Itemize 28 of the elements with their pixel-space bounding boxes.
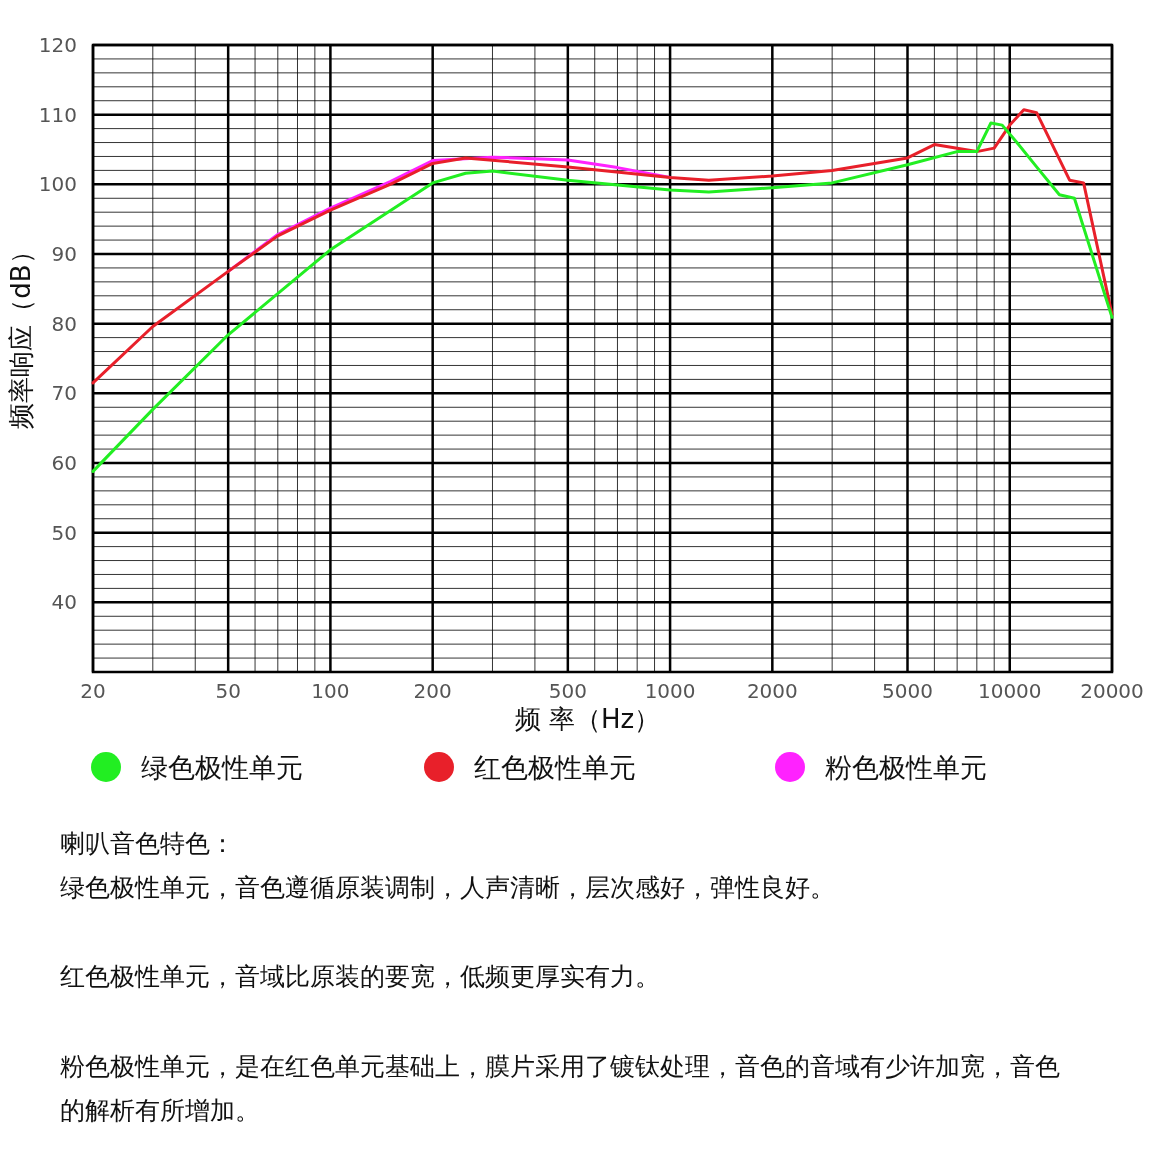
y-tick-label: 50 [51, 520, 77, 545]
x-axis-title: 频 率（Hz） [514, 704, 661, 734]
y-tick-label: 40 [51, 590, 77, 615]
x-tick-label: 20 [80, 679, 106, 703]
y-tick-label: 70 [51, 381, 77, 406]
y-tick-label: 80 [51, 311, 77, 336]
text: 绿色极性单元，音色遵循原装调制，人声清晰，层次感好，弹性良好。 [60, 872, 836, 904]
x-tick-label: 500 [548, 679, 587, 703]
x-tick-label: 200 [413, 679, 452, 703]
text: 粉色极性单元，是在红色单元基础上，膜片采用了镀钛处理，音色的音域有少许加宽，音色的解析有所增加。 [60, 1051, 1060, 1127]
legend-label: 粉色极性单元 [825, 752, 987, 783]
x-tick-label: 10000 [977, 679, 1042, 703]
x-tick-label: 50 [215, 679, 241, 703]
y-tick-label: 60 [51, 451, 77, 475]
y-tick-label: 120 [38, 33, 77, 57]
y-axis-title: 频率响应（dB） [6, 238, 36, 429]
y-tick-label: 100 [38, 172, 77, 197]
text: 红色极性单元，音域比原装的要宽，低频更厚实有力。 [60, 961, 661, 993]
y-tick-label: 90 [51, 242, 77, 266]
x-tick-label: 20000 [1080, 679, 1144, 703]
x-tick-label: 100 [311, 679, 350, 703]
legend-label: 绿色极性单元 [141, 752, 303, 783]
x-tick-label: 5000 [882, 679, 933, 703]
x-tick-label: 2000 [746, 679, 798, 703]
text: 喇叭音色特色： [60, 828, 236, 860]
legend-label: 红色极性单元 [474, 752, 636, 783]
x-tick-label: 1000 [644, 679, 696, 703]
y-tick-label: 110 [38, 102, 77, 127]
